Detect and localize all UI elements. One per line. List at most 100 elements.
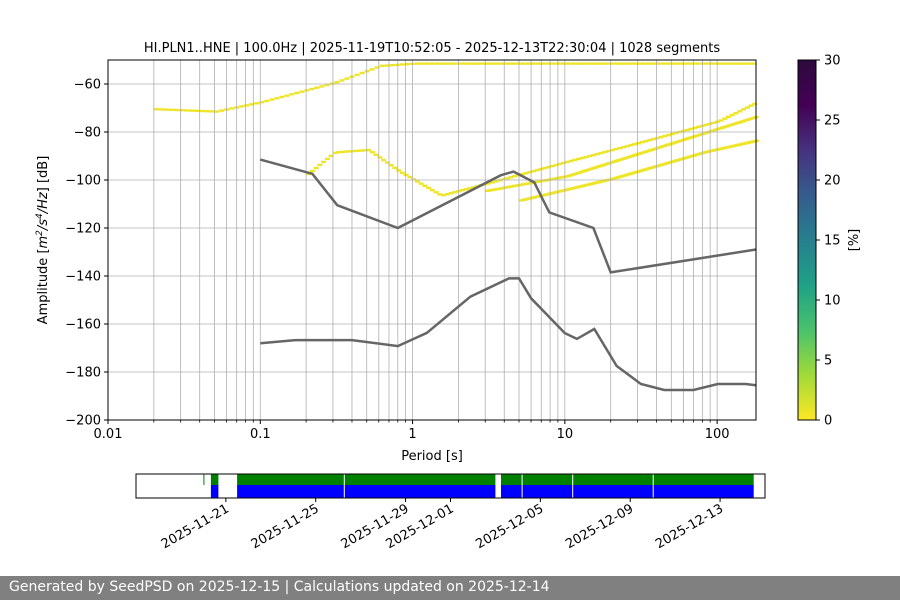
heat-track-cell <box>645 62 651 65</box>
heat-track-cell <box>710 62 716 65</box>
availability-bar <box>210 474 219 485</box>
heat-track-cell <box>590 62 596 65</box>
heat-track-cell <box>433 191 439 194</box>
heat-track-cell <box>214 110 220 113</box>
heat-track-cell <box>321 160 327 164</box>
heat-track-cell <box>168 108 174 111</box>
heat-track-cell <box>635 62 641 65</box>
heat-track-cell <box>314 86 320 89</box>
availability-gap <box>572 474 574 498</box>
heat-track-cell <box>696 125 701 129</box>
y-tick-label: −160 <box>65 318 101 333</box>
heat-track-cell <box>351 149 357 153</box>
heat-track-cell <box>394 63 400 67</box>
availability-tick-label: 2025-12-09 <box>563 501 636 552</box>
heat-track-cell <box>587 154 593 158</box>
availability-bar <box>237 474 496 485</box>
footer-text: Generated by SeedPSD on 2025-12-15 | Cal… <box>9 579 550 595</box>
heat-track-cell <box>419 62 425 65</box>
heat-track-cell <box>636 142 641 145</box>
heat-track-cell <box>189 109 194 112</box>
heat-track-cell <box>411 178 417 181</box>
heat-track-cell <box>354 149 360 152</box>
x-tick-label: 1 <box>408 427 416 442</box>
x-tick-label: 0.01 <box>94 427 123 442</box>
heat-track-cell <box>718 119 724 122</box>
heat-track-cell <box>471 186 477 189</box>
heat-track-cell <box>339 79 345 82</box>
heat-track-cell <box>399 171 405 174</box>
heat-track-cell <box>542 166 548 170</box>
heat-track-cell <box>726 115 731 118</box>
colorbar <box>797 59 817 421</box>
heat-track-cell <box>381 158 387 162</box>
heat-track-cell <box>434 62 440 65</box>
heat-track-cell <box>422 184 428 187</box>
heat-track-cell <box>429 62 435 65</box>
y-tick-label: −60 <box>74 78 101 93</box>
heat-track-cell <box>560 62 566 65</box>
heat-track-cell <box>414 180 420 183</box>
heat-track-cell <box>178 109 184 112</box>
heat-track-cell <box>199 109 204 113</box>
heat-track-cell <box>639 141 645 144</box>
heat-track-cell <box>339 150 345 154</box>
heat-track-cell <box>715 62 721 65</box>
heat-track-cell <box>748 104 754 107</box>
heat-track-cell <box>319 85 325 88</box>
heat-track-cell <box>725 62 731 65</box>
heat-track-cell <box>531 170 537 173</box>
heat-track-cell <box>508 176 514 179</box>
chart-title: HI.PLN1..HNE | 100.0Hz | 2025-11-19T10:5… <box>144 41 720 56</box>
heat-track-cell <box>429 188 435 192</box>
heat-track-cell <box>173 108 179 112</box>
heat-track-cell <box>665 62 671 65</box>
heat-track-cell <box>564 160 570 164</box>
grid-lines <box>107 60 756 421</box>
heat-track-cell <box>153 108 159 111</box>
heat-track-cell <box>347 150 353 153</box>
heat-track-cell <box>437 193 443 196</box>
y-tick-label: −80 <box>74 126 101 141</box>
heat-track-cell <box>579 156 585 160</box>
heat-track-cell <box>369 68 375 71</box>
heat-track-cell <box>369 151 375 154</box>
heat-track-cell <box>309 87 315 91</box>
heat-track-cell <box>523 172 529 175</box>
noise-model-high-line <box>259 158 757 274</box>
heat-track-cell <box>362 149 368 152</box>
heat-track-cell <box>328 154 334 158</box>
heat-track-cell <box>463 188 469 191</box>
heat-track-cell <box>313 166 319 170</box>
heat-track-cell <box>183 109 189 112</box>
heat-track-cell <box>396 169 402 172</box>
availability-bar <box>210 485 219 498</box>
heat-track-cell <box>399 63 405 66</box>
availability-date-ticks: 2025-11-21 2025-11-25 2025-11-292025-12-01… <box>159 498 726 552</box>
heat-track-cell <box>480 62 485 65</box>
heat-track-cell <box>570 62 576 65</box>
heat-track-cell <box>609 148 615 152</box>
heat-track-cell <box>373 153 379 156</box>
heat-track-cell <box>530 62 536 65</box>
heat-track-cell <box>163 108 169 111</box>
heat-track-cell <box>643 140 649 143</box>
heat-track-cell <box>359 71 365 75</box>
heat-track-cell <box>512 175 518 178</box>
heat-track-cell <box>650 62 656 65</box>
heat-track-cell <box>640 62 646 65</box>
heat-track-cell <box>284 94 290 97</box>
heat-track-cell <box>744 106 750 109</box>
heat-track-cell <box>610 62 616 65</box>
heat-track-cell <box>407 175 413 179</box>
heat-track-cell <box>670 62 676 65</box>
footer-bar: Generated by SeedPSD on 2025-12-15 | Cal… <box>0 576 900 600</box>
heat-track-cell <box>289 93 295 96</box>
heat-track-cell <box>204 110 209 113</box>
heat-track-cell <box>404 63 410 66</box>
heat-track-cell <box>553 163 559 167</box>
heat-track-cell <box>493 180 499 183</box>
heat-track-cell <box>358 149 364 152</box>
heat-track-cell <box>585 62 591 65</box>
